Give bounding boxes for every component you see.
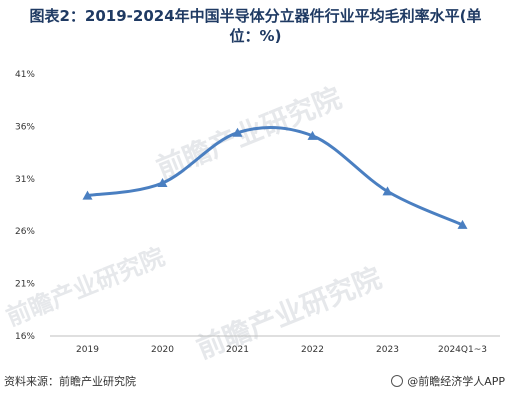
brand-credit: @前瞻经济学人APP [391,373,505,389]
data-point-marker [457,219,468,229]
y-tick-label: 41% [15,70,35,80]
data-point-marker [382,186,393,196]
series-line [86,126,464,227]
chart-title: 图表2：2019-2024年中国半导体分立器件行业平均毛利率水平(单 位：%) [0,6,511,46]
brand-logo-icon [391,375,404,387]
data-point-marker [82,190,93,200]
x-tick-label: 2024Q1~3 [438,345,487,355]
chart-title-line1: 图表2：2019-2024年中国半导体分立器件行业平均毛利率水平(单 [29,7,482,25]
x-tick-label: 2021 [226,345,249,355]
y-tick-label: 26% [15,227,35,237]
y-tick-label: 21% [15,280,35,290]
data-point-marker [232,127,243,137]
data-point-marker [307,130,318,140]
x-tick-label: 2020 [151,345,174,355]
x-tick-label: 2023 [376,345,399,355]
chart-title-line2: 位：%) [229,27,282,45]
x-tick-label: 2022 [301,345,324,355]
y-tick-label: 36% [15,122,35,132]
y-tick-label: 16% [15,332,35,342]
y-tick-label: 31% [15,175,35,185]
data-point-marker [157,177,168,187]
brand-text: @前瞻经济学人APP [407,375,505,388]
x-tick-label: 2019 [76,345,99,355]
source-note: 资料来源：前瞻产业研究院 [4,375,136,388]
